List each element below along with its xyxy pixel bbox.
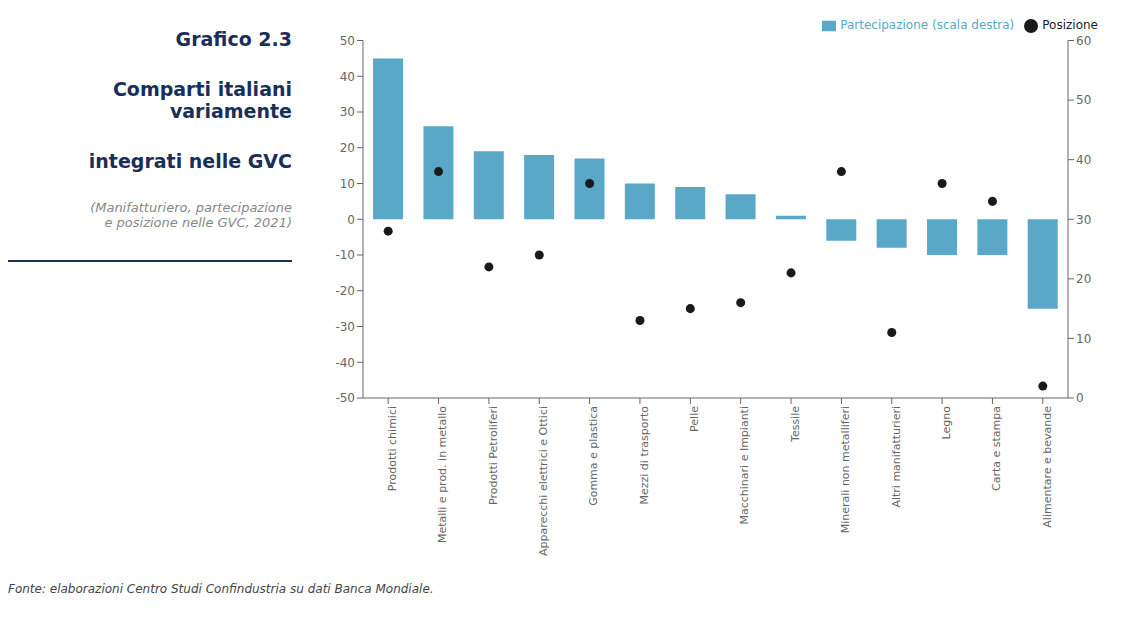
html-text:integrati nelle GVC: integrati nelle GVC xyxy=(88,150,292,172)
svg-text:0: 0 xyxy=(1076,391,1084,405)
svg-text:Carta e stampa: Carta e stampa xyxy=(990,406,1003,491)
html-text:Fonte: elaborazioni Centro Stu: Fonte: elaborazioni Centro Studi Confind… xyxy=(8,582,434,596)
svg-text:-30: -30 xyxy=(335,320,355,334)
svg-text:Altri manifatturieri: Altri manifatturieri xyxy=(890,406,903,508)
svg-text:-10: -10 xyxy=(335,248,355,262)
html-text:Partecipazione (scala destra): Partecipazione (scala destra) xyxy=(840,18,1015,32)
html-text:Grafico 2.3: Grafico 2.3 xyxy=(175,28,292,50)
svg-text:Gomma e plastica: Gomma e plastica xyxy=(587,406,600,506)
svg-text:20: 20 xyxy=(1076,272,1091,286)
svg-text:50: 50 xyxy=(1076,93,1091,107)
svg-text:10: 10 xyxy=(340,177,355,191)
svg-text:Mezzi di trasporto: Mezzi di trasporto xyxy=(638,406,651,505)
svg-text:40: 40 xyxy=(1076,153,1091,167)
svg-text:0: 0 xyxy=(347,213,355,227)
html-text:e posizione nelle GVC, 2021): e posizione nelle GVC, 2021) xyxy=(104,215,292,230)
svg-text:Metalli e prod. in metallo: Metalli e prod. in metallo xyxy=(436,406,449,543)
svg-text:Macchinari e Impianti: Macchinari e Impianti xyxy=(738,406,751,524)
svg-text:10: 10 xyxy=(1076,332,1091,346)
html-text:Comparti italiani variamente: Comparti italiani variamente xyxy=(112,78,292,122)
svg-text:Prodotti chimici: Prodotti chimici xyxy=(386,406,399,491)
svg-text:Apparecchi elettrici e Ottici: Apparecchi elettrici e Ottici xyxy=(537,406,550,556)
html-text:(Manifatturiero, partecipazion: (Manifatturiero, partecipazione xyxy=(90,200,292,215)
svg-text:Alimentare e bevande: Alimentare e bevande xyxy=(1041,406,1054,528)
svg-text:Legno: Legno xyxy=(940,406,953,440)
svg-text:Pelle: Pelle xyxy=(688,406,701,432)
svg-text:20: 20 xyxy=(340,141,355,155)
html-text:Posizione: Posizione xyxy=(1042,18,1098,32)
svg-text:30: 30 xyxy=(340,105,355,119)
svg-text:30: 30 xyxy=(1076,213,1091,227)
svg-text:Prodotti Petroliferi: Prodotti Petroliferi xyxy=(487,406,500,505)
svg-text:50: 50 xyxy=(340,34,355,48)
svg-text:60: 60 xyxy=(1076,34,1091,48)
svg-text:-20: -20 xyxy=(335,284,355,298)
svg-text:Minerali non metalliferi: Minerali non metalliferi xyxy=(839,406,852,533)
svg-text:-40: -40 xyxy=(335,356,355,370)
svg-text:-50: -50 xyxy=(335,391,355,405)
svg-text:Tessile: Tessile xyxy=(789,406,802,443)
svg-text:40: 40 xyxy=(340,70,355,84)
